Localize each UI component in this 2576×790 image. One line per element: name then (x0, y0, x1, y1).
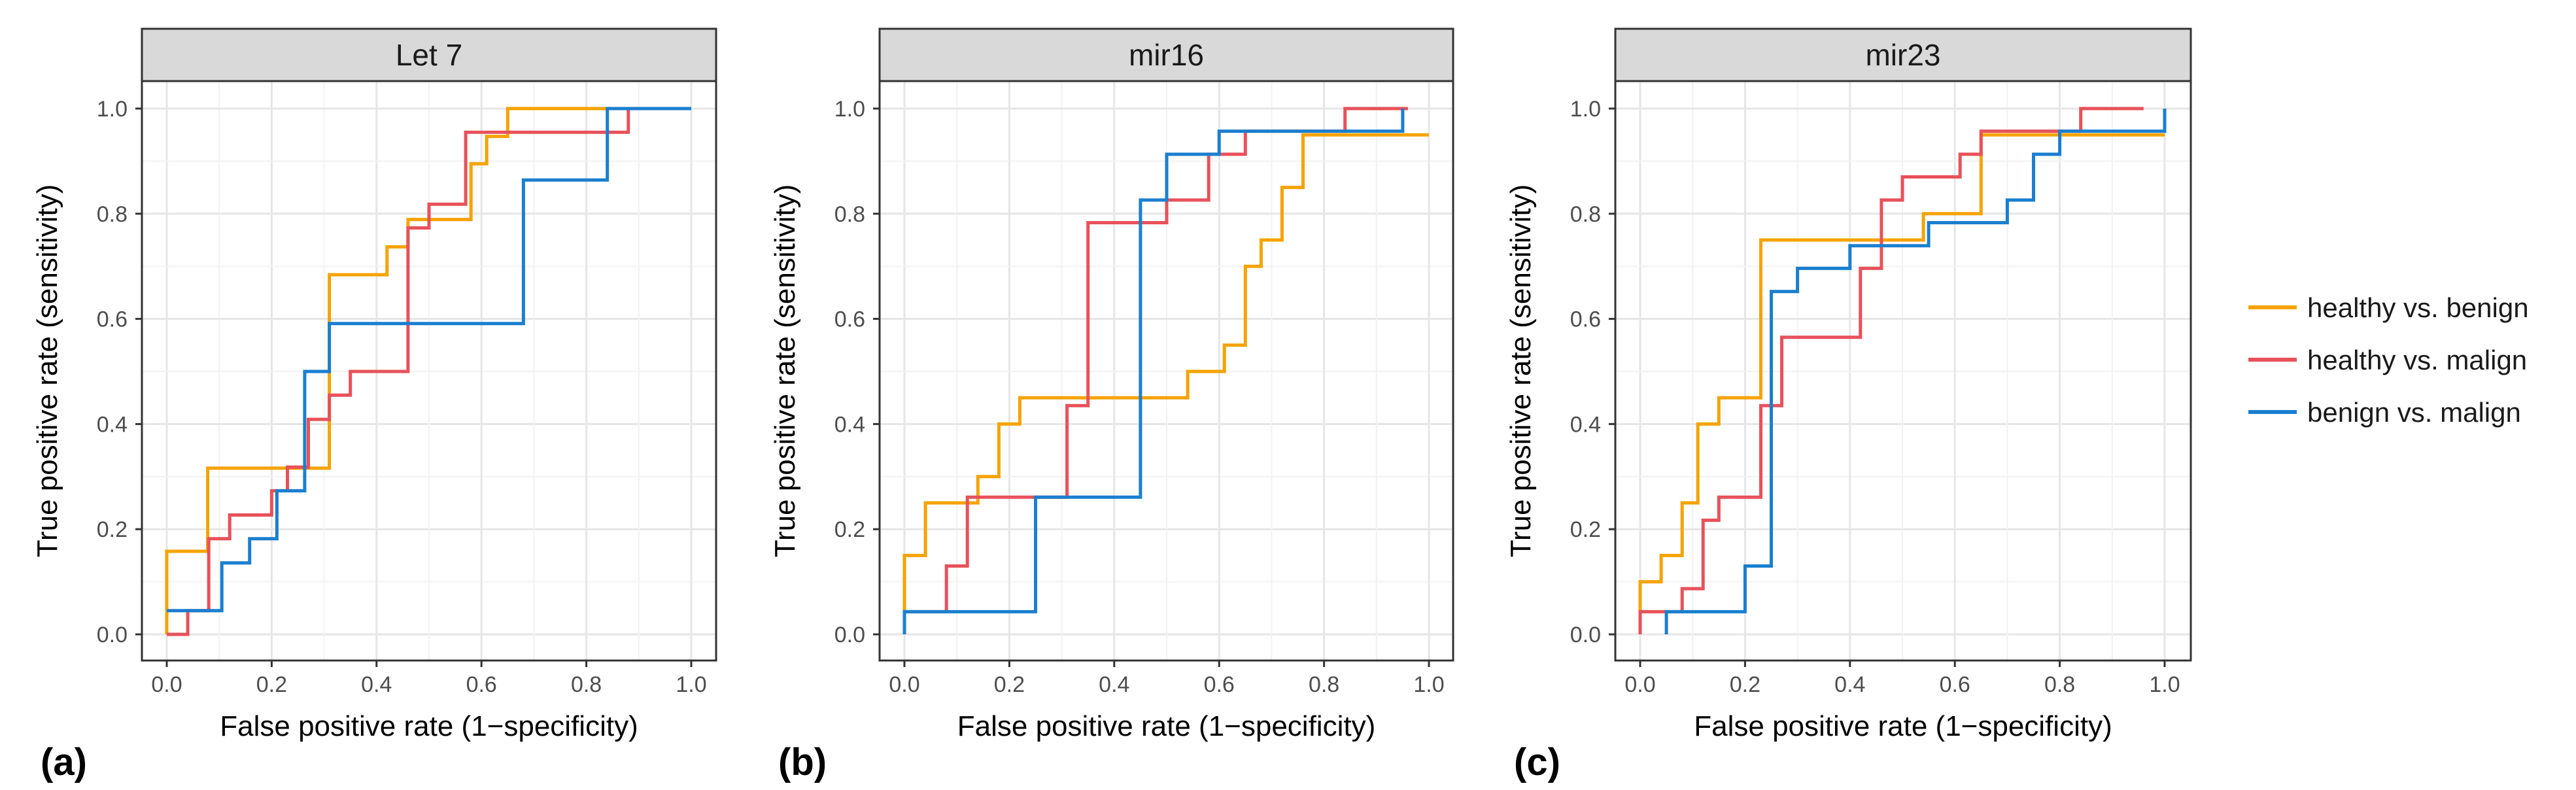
y-tick-label: 0.6 (834, 307, 865, 332)
legend: healthy vs. benign healthy vs. malign beni… (2248, 292, 2529, 428)
x-tick-label: 0.8 (571, 672, 602, 697)
panel-title: Let 7 (396, 38, 462, 72)
x-tick-label: 1.0 (2149, 672, 2180, 697)
panel-title: mir16 (1129, 38, 1204, 72)
legend-label: healthy vs. malign (2307, 345, 2527, 375)
panel-strip (1614, 27, 2192, 82)
roc-line-healthy-vs-benign (1638, 133, 2165, 634)
panel-border (141, 80, 717, 662)
legend-label: benign vs. malign (2307, 397, 2521, 428)
legend-label: healthy vs. benign (2307, 292, 2529, 323)
roc-line-healthy-vs-benign (902, 133, 1429, 634)
y-tick-label: 0.8 (1570, 202, 1601, 227)
x-tick-label: 0.0 (889, 672, 919, 697)
roc-panel-2: mir16 0.0 0.0 0.2 0.2 0.4 0.4 0.6 0.6 0.8 0.8 1.0 1.… (769, 27, 1454, 783)
x-tick-label: 0.4 (1099, 672, 1129, 697)
gridlines (1615, 81, 2191, 661)
x-tick-label: 0.4 (1834, 672, 1865, 697)
panel-strip (141, 27, 717, 82)
y-tick-label: 0.0 (834, 623, 865, 647)
roc-line-benign-vs-malign (1664, 109, 2167, 634)
y-tick-label: 1.0 (834, 97, 865, 122)
x-axis-title: False positive rate (1−specificity) (957, 710, 1375, 742)
y-axis-title: True positive rate (sensitivity) (31, 184, 63, 558)
y-tick-label: 0.4 (1570, 412, 1601, 437)
x-tick-label: 0.2 (1730, 672, 1760, 697)
x-tick-label: 0.6 (466, 672, 497, 697)
x-tick-label: 0.0 (151, 672, 182, 697)
roc-line-healthy-vs-malign (167, 107, 691, 636)
y-tick-label: 0.4 (834, 412, 865, 437)
y-tick-label: 0.0 (97, 623, 128, 647)
x-tick-label: 0.8 (1309, 672, 1339, 697)
roc-panel-1: Let 7 0.0 0.0 0.2 0.2 0.4 0.4 0.6 0.6 0.8 0.8 1.0 1.… (31, 27, 717, 783)
roc-line-benign-vs-malign (902, 109, 1405, 634)
y-axis-title: True positive rate (sensitivity) (769, 184, 801, 558)
y-tick-label: 0.2 (97, 517, 128, 542)
x-tick-label: 0.6 (1940, 672, 1970, 697)
x-tick-label: 0.2 (256, 672, 287, 697)
y-tick-label: 0.6 (1570, 307, 1601, 332)
roc-line-healthy-vs-malign (1638, 107, 2144, 634)
panel-title: mir23 (1865, 38, 1940, 72)
panel-label: (c) (1514, 741, 1560, 783)
x-tick-label: 0.6 (1204, 672, 1235, 697)
panel-label: (a) (41, 741, 87, 783)
y-tick-label: 0.8 (97, 202, 128, 227)
y-tick-label: 0.0 (1570, 623, 1601, 647)
panel-border (878, 80, 1454, 662)
roc-panel-3: mir23 0.0 0.0 0.2 0.2 0.4 0.4 0.6 0.6 0.8 0.8 1.0 1.… (1505, 27, 2192, 783)
x-tick-label: 0.8 (2044, 672, 2075, 697)
x-tick-label: 0.4 (361, 672, 392, 697)
x-tick-label: 0.2 (994, 672, 1025, 697)
x-axis-title: False positive rate (1−specificity) (1694, 710, 2112, 742)
panel-strip (878, 27, 1454, 82)
x-axis-title: False positive rate (1−specificity) (220, 710, 638, 742)
x-tick-label: 1.0 (676, 672, 706, 697)
roc-line-benign-vs-malign (167, 107, 691, 613)
panel-label: (b) (778, 741, 827, 783)
y-tick-label: 0.2 (1570, 517, 1601, 542)
y-tick-label: 0.6 (97, 307, 128, 332)
x-tick-label: 1.0 (1413, 672, 1444, 697)
x-tick-label: 0.0 (1624, 672, 1655, 697)
y-tick-label: 0.2 (834, 517, 865, 542)
y-axis-title: True positive rate (sensitivity) (1505, 184, 1537, 558)
y-tick-label: 0.4 (97, 412, 128, 437)
panel-border (1614, 80, 2192, 662)
y-tick-label: 1.0 (97, 97, 128, 122)
y-tick-label: 0.8 (834, 202, 865, 227)
y-tick-label: 1.0 (1570, 97, 1601, 122)
